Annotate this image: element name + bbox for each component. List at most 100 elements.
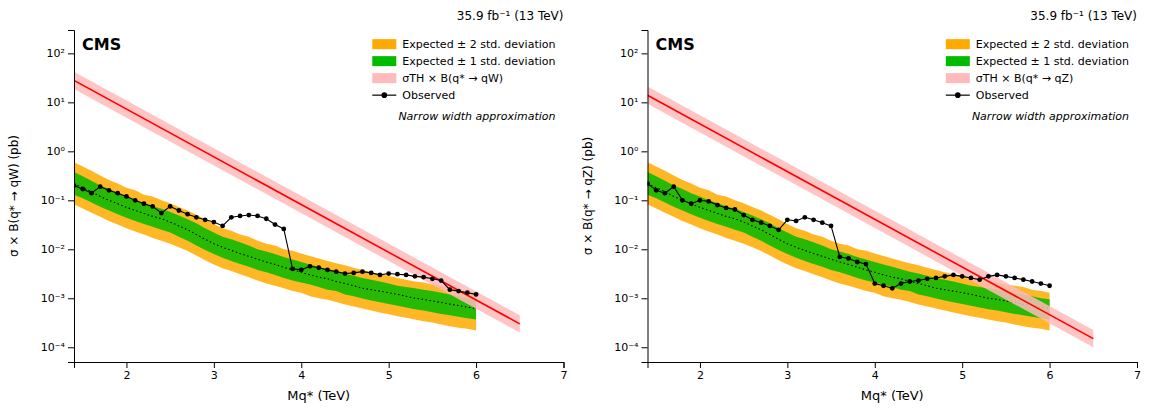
tick-mark (476, 362, 477, 368)
tick-mark (301, 362, 302, 368)
x-axis-tick: 4 (872, 362, 879, 382)
legend-swatch (372, 39, 396, 49)
marker (325, 267, 330, 272)
marker (724, 205, 729, 210)
x-axis-tick: 3 (784, 362, 791, 382)
legend-entry: σTH × B(q* → qZ) (946, 72, 1074, 85)
tick-label: 6 (1047, 369, 1054, 382)
marker (654, 188, 659, 193)
marker (733, 207, 738, 212)
legend-label: σTH × B(q* → qW) (402, 72, 503, 85)
tick-mark (68, 200, 74, 201)
panel: 23456710⁻⁴10⁻³10⁻²10⁻¹10⁰10¹10²35.9 fb⁻¹… (581, 9, 1142, 403)
legend-label: Expected ± 1 std. deviation (976, 55, 1129, 68)
legend-swatch (955, 92, 961, 98)
marker (995, 273, 1000, 278)
x-axis: 234567 (75, 362, 568, 382)
marker (378, 273, 383, 278)
marker (273, 222, 278, 227)
tick-mark (68, 102, 74, 103)
tick-label: 3 (211, 369, 218, 382)
legend-label: Expected ± 2 std. deviation (402, 38, 555, 51)
legend: Expected ± 2 std. deviationExpected ± 1 … (946, 38, 1129, 102)
title: 35.9 fb⁻¹ (13 TeV) (457, 9, 564, 23)
marker (185, 212, 190, 217)
marker (706, 199, 711, 204)
legend-entry: σTH × B(q* → qW) (372, 72, 503, 85)
tick-label: 10¹ (620, 96, 638, 109)
tick-label: 10⁰ (620, 145, 639, 158)
marker (369, 270, 374, 275)
tick-label: 4 (298, 369, 305, 382)
tick-mark (642, 347, 648, 348)
marker (698, 198, 703, 203)
marker (404, 273, 409, 278)
tick-mark (68, 53, 74, 54)
legend-entry: Expected ± 1 std. deviation (372, 55, 555, 68)
x-axis-line (75, 363, 565, 369)
marker (1012, 276, 1017, 281)
marker (1021, 277, 1026, 282)
tick-mark (787, 362, 788, 368)
y-axis-line (642, 31, 649, 363)
marker (829, 224, 834, 229)
marker (881, 283, 886, 288)
marker (916, 278, 921, 283)
marker (176, 208, 181, 213)
legend-swatch (946, 73, 970, 83)
marker (456, 289, 461, 294)
marker (890, 286, 895, 291)
legend-entry: Observed (946, 89, 1029, 102)
plot-area (648, 87, 1094, 348)
y-axis-tick: 10² (47, 47, 74, 60)
tick-mark (700, 362, 701, 368)
y-axis-tick: 10⁻² (614, 243, 647, 256)
marker (925, 276, 930, 281)
x-axis-tick: 6 (473, 362, 480, 382)
y-axis-tick: 10⁻¹ (41, 194, 74, 207)
marker (794, 218, 799, 223)
tick-mark (642, 102, 648, 103)
y-axis-tick: 10⁻³ (614, 292, 647, 305)
tick-label: 7 (1134, 369, 1141, 382)
tick-label: 2 (123, 369, 130, 382)
marker (907, 279, 912, 284)
tick-label: 10⁻² (41, 243, 65, 256)
legend-swatch (372, 73, 396, 83)
tick-label: 2 (697, 369, 704, 382)
annotation: Narrow width approximation (398, 110, 555, 123)
tick-mark (126, 362, 127, 368)
marker (811, 217, 816, 222)
y-axis-tick: 10⁰ (620, 145, 647, 158)
marker (741, 213, 746, 218)
marker (802, 215, 807, 220)
marker (220, 224, 225, 229)
tick-label: 4 (872, 369, 879, 382)
marker (142, 201, 147, 206)
marker (80, 187, 85, 192)
legend-swatch (381, 92, 387, 98)
marker (351, 270, 356, 275)
marker (951, 273, 956, 278)
marker (413, 274, 418, 279)
legend-swatch (946, 39, 970, 49)
x-axis-tick: 3 (211, 362, 218, 382)
y-axis-tick: 10¹ (47, 96, 74, 109)
y-axis-line (68, 31, 75, 363)
marker (203, 217, 208, 222)
marker (334, 269, 339, 274)
marker (281, 227, 286, 232)
tick-mark (642, 249, 648, 250)
tick-label: 10⁻¹ (614, 194, 638, 207)
marker (474, 292, 479, 297)
marker (395, 272, 400, 277)
marker (837, 254, 842, 259)
marker (899, 281, 904, 286)
x-axis-title: Mq* (TeV) (287, 388, 350, 403)
tick-label: 10⁻² (614, 243, 638, 256)
marker (98, 184, 103, 189)
marker (969, 276, 974, 281)
tick-label: 10² (620, 47, 638, 60)
tick-label: 5 (386, 369, 393, 382)
marker (942, 274, 947, 279)
